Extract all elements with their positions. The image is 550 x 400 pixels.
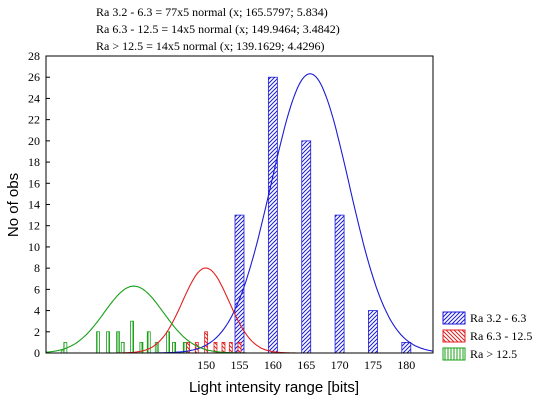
x-tick-label: 180: [397, 358, 415, 372]
y-tick-label: 14: [28, 198, 40, 212]
y-tick-label: 10: [28, 240, 40, 254]
bar-ra-gt-12-5: [116, 331, 120, 354]
y-tick-label: 28: [28, 49, 40, 63]
bar-ra-6-3-12-5: [221, 341, 226, 354]
bar-ra-3-2-6-3: [401, 341, 412, 354]
x-axis-title: Light intensity range [bits]: [189, 379, 359, 396]
bar-ra-gt-12-5: [120, 341, 125, 354]
x-tick-label: 160: [264, 358, 282, 372]
y-tick-label: 26: [28, 70, 40, 84]
x-axis-ticks: 150 155 160 165 170 175 180: [197, 349, 415, 372]
bar-ra-6-3-12-5: [228, 341, 233, 354]
x-tick-label: 175: [364, 358, 382, 372]
y-tick-label: 20: [28, 134, 40, 148]
y-tick-label: 18: [28, 155, 40, 169]
legend-label-ra-gt-12-5: Ra > 12.5: [470, 347, 517, 361]
y-tick-label: 6: [34, 282, 40, 296]
y-tick-label: 0: [34, 346, 40, 360]
annotation-2: Ra 6.3 - 12.5 = 14x5 normal (x; 149.9464…: [96, 22, 340, 36]
bars-layer: [60, 76, 412, 354]
annotation-1: Ra 3.2 - 6.3 = 77x5 normal (x; 165.5797;…: [96, 5, 328, 19]
x-tick-label: 155: [231, 358, 249, 372]
bar-ra-3-2-6-3: [368, 310, 378, 354]
y-tick-label: 12: [28, 219, 40, 233]
legend: Ra 3.2 - 6.3 Ra 6.3 - 12.5 Ra > 12.5: [442, 311, 532, 361]
bar-ra-gt-12-5: [172, 341, 177, 354]
bar-ra-3-2-6-3: [301, 140, 312, 354]
y-tick-label: 8: [34, 261, 40, 275]
y-tick-label: 24: [28, 91, 40, 105]
bar-ra-6-3-12-5: [237, 341, 242, 354]
bar-ra-gt-12-5: [130, 320, 134, 354]
y-tick-label: 4: [34, 304, 40, 318]
plot-frame: [45, 55, 434, 354]
annotation-3: Ra > 12.5 = 14x5 normal (x; 139.1629; 4.…: [96, 39, 325, 53]
legend-label-ra-6-3-12-5: Ra 6.3 - 12.5: [470, 329, 532, 343]
y-axis-title: No of obs: [5, 173, 22, 237]
legend-label-ra-3-2-6-3: Ra 3.2 - 6.3: [470, 311, 526, 325]
y-tick-label: 22: [28, 113, 40, 127]
bar-ra-3-2-6-3: [334, 214, 345, 354]
legend-swatch-ra-3-2-6-3: [442, 311, 466, 325]
x-tick-label: 170: [331, 358, 349, 372]
bar-ra-3-2-6-3: [234, 214, 245, 354]
y-tick-label: 16: [28, 176, 40, 190]
x-tick-label: 150: [197, 358, 215, 372]
bar-ra-gt-12-5: [96, 331, 100, 354]
y-tick-label: 2: [34, 325, 40, 339]
bar-ra-gt-12-5: [106, 331, 110, 354]
bar-ra-3-2-6-3: [267, 76, 278, 354]
legend-swatch-ra-gt-12-5: [442, 347, 466, 361]
legend-swatch-ra-6-3-12-5: [442, 329, 466, 343]
annotations: Ra 3.2 - 6.3 = 77x5 normal (x; 165.5797;…: [96, 5, 340, 53]
x-tick-label: 165: [297, 358, 315, 372]
bar-ra-gt-12-5: [166, 331, 171, 354]
bar-ra-6-3-12-5: [194, 341, 199, 354]
